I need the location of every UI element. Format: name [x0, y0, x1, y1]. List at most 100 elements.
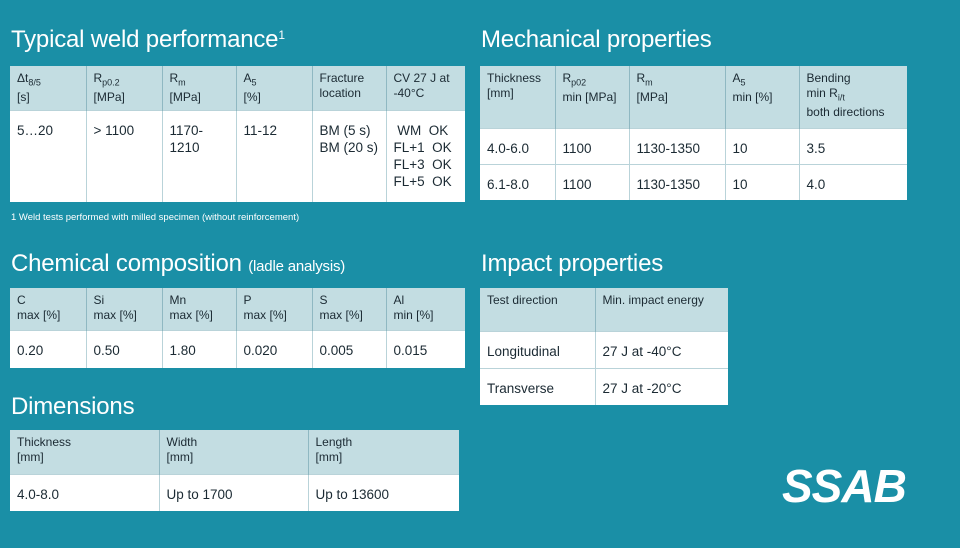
mechanical-header-unit: [MPa] — [636, 90, 668, 105]
mechanical-header-label: R — [636, 71, 646, 85]
mechanical-header-0: Thickness [mm] — [480, 66, 556, 128]
weld-header-subscript: m — [178, 77, 186, 88]
mechanical-table-row: 4.0-6.0 1100 1130-1350 10 3.5 — [480, 127, 907, 164]
weld-header-row: Δt8/5 [s] Rp0.2 [MPa] Rm [MPa] A5 [%] Fractu… — [10, 66, 465, 110]
weld-title-text: Typical weld performance — [11, 26, 279, 53]
mechanical-cell: 4.0 — [799, 163, 907, 200]
mechanical-header-subscript: i/t — [837, 92, 845, 103]
mechanical-header-subscript: p02 — [571, 77, 587, 88]
impact-header-1: Min. impact energy — [595, 288, 728, 331]
weld-title-footnote-mark: 1 — [278, 28, 285, 42]
chemical-cell: 0.50 — [86, 329, 163, 368]
chemical-header-4: S max [%] — [312, 288, 387, 330]
chemical-header-row: C max [%] Si max [%] Mn max [%] P max [%] S … — [10, 288, 465, 330]
dimensions-table: Thickness [mm] Width [mm] Length [mm] 4.0-… — [10, 430, 459, 511]
mechanical-cell: 10 — [725, 127, 800, 164]
mechanical-header-row: Thickness [mm] Rp02 min [MPa] Rm [MPa] A5 m… — [480, 66, 907, 128]
chemical-cell: 0.015 — [386, 329, 465, 368]
weld-header-0: Δt8/5 [s] — [10, 66, 87, 110]
mechanical-header-unit: min [MPa] — [562, 90, 617, 105]
chemical-cell: 0.005 — [312, 329, 387, 368]
chemical-data-row: 0.20 0.50 1.80 0.020 0.005 0.015 — [10, 329, 465, 368]
dimensions-header-1: Width [mm] — [159, 430, 309, 474]
chemical-header-3: P max [%] — [236, 288, 313, 330]
chemical-composition-table: C max [%] Si max [%] Mn max [%] P max [%] S … — [10, 288, 465, 368]
impact-cell: Longitudinal — [480, 330, 596, 368]
mechanical-header-2: Rm [MPa] — [629, 66, 726, 128]
mechanical-header-label: Bending min R — [806, 71, 851, 100]
dimensions-data-row: 4.0-8.0 Up to 1700 Up to 13600 — [10, 473, 459, 511]
weld-header-subscript: 8/5 — [28, 77, 41, 88]
weld-header-subscript: 5 — [251, 77, 257, 88]
weld-header-label: CV 27 J at -40°C — [393, 71, 450, 100]
dimensions-header-row: Thickness [mm] Width [mm] Length [mm] — [10, 430, 459, 474]
impact-table-row: Longitudinal 27 J at -40°C — [480, 330, 728, 368]
impact-cell: 27 J at -20°C — [595, 367, 728, 405]
mechanical-header-label: A — [732, 71, 741, 85]
chemical-header-1: Si max [%] — [86, 288, 163, 330]
mechanical-cell: 1100 — [555, 163, 630, 200]
mechanical-cell: 1130-1350 — [629, 163, 726, 200]
mechanical-header-subscript: m — [645, 77, 653, 88]
impact-header-row: Test direction Min. impact energy — [480, 288, 728, 331]
mechanical-cell: 1100 — [555, 127, 630, 164]
chemical-cell: 1.80 — [162, 329, 237, 368]
impact-header-0: Test direction — [480, 288, 596, 331]
dimensions-cell: 4.0-8.0 — [10, 473, 160, 511]
dimensions-cell: Up to 13600 — [308, 473, 459, 511]
impact-cell: Transverse — [480, 367, 596, 405]
weld-header-3: A5 [%] — [236, 66, 313, 110]
weld-footnote: 1 Weld tests performed with milled speci… — [11, 212, 300, 223]
mechanical-cell: 4.0-6.0 — [480, 127, 556, 164]
weld-header-1: Rp0.2 [MPa] — [86, 66, 163, 110]
weld-header-2: Rm [MPa] — [162, 66, 237, 110]
dimensions-header-2: Length [mm] — [308, 430, 459, 474]
weld-data-row: 5…20 > 1100 1170- 1210 11-12 BM (5 s) BM (20… — [10, 109, 465, 202]
chemical-composition-title: Chemical composition (ladle analysis) — [11, 250, 345, 278]
chemical-title-note: (ladle analysis) — [248, 258, 346, 275]
mechanical-cell: 10 — [725, 163, 800, 200]
mechanical-header-unit: both directions — [806, 105, 885, 120]
weld-cell: 11-12 — [236, 109, 313, 202]
weld-header-label: A — [243, 71, 252, 85]
chemical-header-5: Al min [%] — [386, 288, 465, 330]
mechanical-header-1: Rp02 min [MPa] — [555, 66, 630, 128]
weld-header-subscript: p0.2 — [102, 77, 120, 88]
chemical-header-2: Mn max [%] — [162, 288, 237, 330]
weld-header-label: Fracture location — [319, 71, 365, 100]
mechanical-cell: 6.1-8.0 — [480, 163, 556, 200]
chemical-cell: 0.020 — [236, 329, 313, 368]
weld-header-label: R — [169, 71, 179, 85]
mechanical-header-4: Bending min Ri/t both directions — [799, 66, 907, 128]
weld-header-4: Fracture location — [312, 66, 387, 110]
weld-cell: > 1100 — [86, 109, 163, 202]
weld-cell: WM OK FL+1 OK FL+3 OK FL+5 OK — [386, 109, 465, 202]
mechanical-properties-table: Thickness [mm] Rp02 min [MPa] Rm [MPa] A5 m… — [480, 66, 907, 200]
dimensions-cell: Up to 1700 — [159, 473, 309, 511]
ssab-logo: SSAB — [782, 460, 907, 512]
weld-cell: BM (5 s) BM (20 s) — [312, 109, 387, 202]
weld-header-unit: [%] — [243, 90, 261, 105]
mechanical-header-3: A5 min [%] — [725, 66, 800, 128]
dimensions-title: Dimensions — [11, 393, 135, 420]
mechanical-cell: 1130-1350 — [629, 127, 726, 164]
weld-header-unit: [s] — [17, 90, 30, 105]
impact-table-row: Transverse 27 J at -20°C — [480, 367, 728, 405]
impact-cell: 27 J at -40°C — [595, 330, 728, 368]
weld-header-unit: [MPa] — [169, 90, 201, 105]
mechanical-header-label: Thickness [mm] — [487, 71, 542, 100]
weld-performance-table: Δt8/5 [s] Rp0.2 [MPa] Rm [MPa] A5 [%] Fractu… — [10, 66, 465, 202]
weld-performance-title: Typical weld performance1 — [11, 26, 285, 54]
weld-cell: 1170- 1210 — [162, 109, 237, 202]
chemical-title-text: Chemical composition — [11, 250, 242, 277]
weld-header-label: R — [93, 71, 103, 85]
mechanical-header-unit: min [%] — [732, 90, 773, 105]
chemical-cell: 0.20 — [10, 329, 87, 368]
weld-header-unit: [MPa] — [93, 90, 125, 105]
weld-cell: 5…20 — [10, 109, 87, 202]
weld-header-5: CV 27 J at -40°C — [386, 66, 465, 110]
impact-properties-title: Impact properties — [481, 250, 664, 277]
dimensions-header-0: Thickness [mm] — [10, 430, 160, 474]
weld-header-label: Δt — [17, 71, 29, 85]
mechanical-table-row: 6.1-8.0 1100 1130-1350 10 4.0 — [480, 163, 907, 200]
